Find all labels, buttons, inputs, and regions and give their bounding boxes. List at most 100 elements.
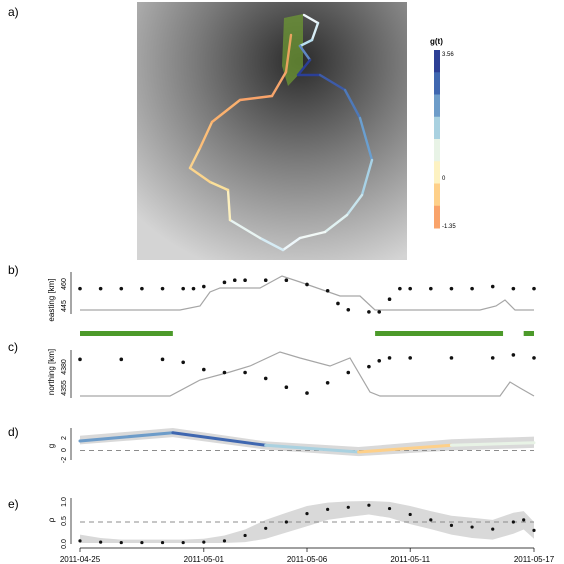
data-point [408, 286, 412, 291]
panel-e-label: e) [8, 497, 19, 511]
data-point [99, 540, 103, 544]
panel-b-ylabel: easting [km] [47, 278, 56, 321]
data-point [367, 310, 371, 314]
panel-b-gray-line [80, 275, 534, 311]
data-point [408, 356, 412, 360]
data-point [511, 520, 515, 524]
panel-c-ytick-2: 4380 [61, 359, 68, 375]
data-point [78, 539, 82, 543]
data-point [305, 282, 309, 287]
x-tick-label: 2011-04-25 [60, 555, 101, 564]
green-segment [375, 331, 504, 336]
data-point [532, 286, 536, 291]
data-point [449, 523, 454, 527]
data-point [346, 505, 350, 509]
panel-d-line-segment [78, 431, 175, 443]
track-segment [208, 180, 230, 192]
data-point [140, 286, 144, 291]
green-segment [523, 331, 534, 336]
track-segment [188, 146, 202, 170]
data-point [511, 353, 516, 357]
panel-d-ytick-2: 0 [61, 448, 68, 452]
legend-color-step [434, 94, 440, 118]
track-segment [343, 88, 362, 120]
data-point [346, 370, 351, 375]
data-point [408, 512, 412, 517]
panel-b-points [78, 278, 536, 314]
data-point [119, 540, 123, 545]
data-point [325, 288, 330, 293]
legend-color-step [434, 72, 440, 95]
x-tick-label: 2011-05-06 [287, 555, 328, 564]
panel-c-ylabel: northing [km] [47, 349, 56, 395]
panel-d-ytick-1: -2 [61, 457, 68, 463]
panel-b-ytick-1: 445 [61, 300, 68, 312]
data-point [305, 391, 309, 395]
track-segment [226, 188, 232, 222]
panel-c-points [78, 353, 536, 395]
data-point [263, 278, 268, 283]
data-point [222, 370, 227, 375]
legend-title: g(t) [430, 37, 443, 46]
panel-d-ytick-3: 2 [61, 436, 68, 440]
legend-max-label: 3.56 [442, 52, 454, 58]
data-point [284, 278, 289, 283]
track-segment [302, 13, 320, 25]
panel-d-plot [78, 428, 536, 457]
panel-c-label: c) [8, 340, 18, 354]
panel-c-gray-line [80, 351, 535, 397]
green-segments [80, 331, 534, 336]
data-point [490, 356, 495, 360]
panel-e-ytick-3: 1.0 [61, 497, 68, 507]
panel-d-line-segment [449, 441, 536, 447]
x-axis-ticks: 2011-04-25 2011-05-01 2011-05-06 2011-05-11… [60, 548, 555, 564]
data-point [243, 370, 247, 375]
data-point [449, 356, 454, 360]
data-point [387, 356, 392, 360]
green-segment [80, 331, 173, 336]
x-tick-label: 2011-05-17 [514, 555, 555, 564]
track-segment [228, 218, 262, 240]
data-point [429, 286, 433, 291]
panel-c-ytick-1: 4355 [61, 380, 68, 396]
data-point [78, 357, 82, 362]
data-point [367, 503, 371, 507]
data-point [222, 539, 227, 543]
track-segment [258, 236, 285, 252]
legend-color-step [434, 183, 440, 207]
data-point [377, 359, 382, 363]
data-point [160, 286, 165, 291]
track-segment [298, 230, 327, 240]
track-segment [198, 120, 214, 150]
data-point [346, 307, 351, 312]
data-point [181, 360, 185, 365]
data-point [336, 301, 340, 306]
data-point [377, 310, 382, 314]
x-tick-label: 2011-05-11 [390, 555, 430, 564]
data-point [243, 533, 247, 538]
track-segment [188, 166, 212, 184]
panel-b-ytick-2: 460 [61, 278, 68, 290]
track-segment [270, 70, 288, 98]
track-segment [310, 21, 320, 42]
track-segment [318, 73, 347, 92]
panel-d-band [80, 428, 534, 457]
data-point [367, 364, 371, 369]
data-point [191, 286, 196, 291]
panel-e-ytick-1: 0.0 [61, 539, 68, 549]
data-point [263, 376, 268, 381]
legend-min-label: -1.35 [442, 224, 456, 230]
panel-d-ylabel: g [47, 444, 56, 448]
panel-d-line-segment [171, 431, 268, 447]
data-point [284, 385, 289, 390]
legend-mid-label: 0 [442, 176, 446, 182]
data-point [284, 520, 288, 524]
track-segment [281, 236, 302, 252]
x-tick-label: 2011-05-01 [184, 555, 225, 564]
data-point [140, 540, 144, 545]
track-segment [284, 33, 293, 74]
track-segment [210, 98, 242, 124]
data-point [398, 286, 402, 291]
data-point [532, 356, 536, 360]
map-track [188, 13, 374, 252]
